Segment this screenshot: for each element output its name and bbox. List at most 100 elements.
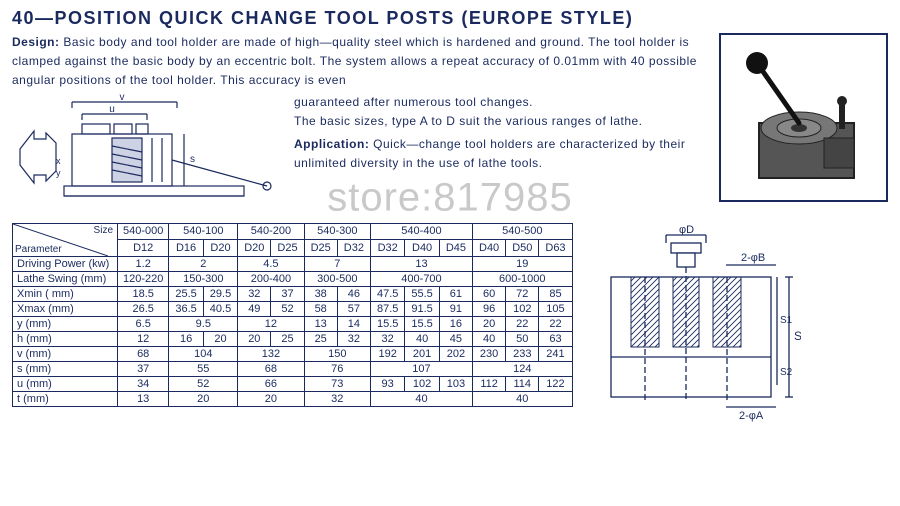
size-subheader: D40 <box>405 240 439 257</box>
table-cell: 16 <box>169 331 203 346</box>
table-cell: 85 <box>539 286 572 301</box>
table-cell: 73 <box>304 376 370 391</box>
size-subheader: D20 <box>238 240 271 257</box>
table-cell: 40.5 <box>203 301 237 316</box>
param-label: v (mm) <box>13 346 118 361</box>
table-cell: 68 <box>118 346 169 361</box>
table-corner: SizeParameter <box>13 223 118 256</box>
table-cell: 29.5 <box>203 286 237 301</box>
design-paragraph-2: guaranteed after numerous tool changes. <box>294 93 709 112</box>
table-cell: 14 <box>337 316 370 331</box>
dimension-diagram: φD 2-φB <box>591 223 801 433</box>
svg-text:v: v <box>120 94 125 103</box>
table-cell: 6.5 <box>118 316 169 331</box>
size-subheader: D40 <box>473 240 506 257</box>
top-section: Design: Basic body and tool holder are m… <box>12 33 888 213</box>
table-cell: 13 <box>304 316 337 331</box>
table-cell: 47.5 <box>370 286 404 301</box>
size-subheader: D63 <box>539 240 572 257</box>
table-cell: 20 <box>238 331 271 346</box>
table-cell: 18.5 <box>118 286 169 301</box>
table-cell: 40 <box>405 331 439 346</box>
size-subheader: D16 <box>169 240 203 257</box>
table-cell: 61 <box>439 286 472 301</box>
table-cell: 50 <box>506 331 539 346</box>
svg-text:2-φB: 2-φB <box>741 252 765 264</box>
param-label: y (mm) <box>13 316 118 331</box>
table-cell: 16 <box>439 316 472 331</box>
table-cell: 55 <box>169 361 238 376</box>
table-cell: 300-500 <box>304 271 370 286</box>
param-label: Xmin ( mm) <box>13 286 118 301</box>
table-cell: 22 <box>506 316 539 331</box>
table-cell: 192 <box>370 346 404 361</box>
page-title: 40—POSITION QUICK CHANGE TOOL POSTS (EUR… <box>12 8 888 29</box>
svg-text:S: S <box>794 329 801 343</box>
svg-text:2-φA: 2-φA <box>739 410 764 422</box>
table-cell: 112 <box>473 376 506 391</box>
size-subheader: D25 <box>271 240 304 257</box>
table-cell: 40 <box>473 331 506 346</box>
spec-table: SizeParameter540-000540-100540-200540-30… <box>12 223 573 407</box>
design-text-column: Design: Basic body and tool holder are m… <box>12 33 709 213</box>
table-cell: 13 <box>118 391 169 406</box>
size-header: 540-300 <box>304 223 370 240</box>
table-cell: 76 <box>304 361 370 376</box>
table-cell: 9.5 <box>169 316 238 331</box>
param-label: s (mm) <box>13 361 118 376</box>
table-cell: 87.5 <box>370 301 404 316</box>
table-cell: 19 <box>473 256 573 271</box>
table-cell: 96 <box>473 301 506 316</box>
table-cell: 34 <box>118 376 169 391</box>
table-cell: 15.5 <box>370 316 404 331</box>
table-cell: 32 <box>337 331 370 346</box>
table-cell: 150 <box>304 346 370 361</box>
table-cell: 120-220 <box>118 271 169 286</box>
size-header: 540-100 <box>169 223 238 240</box>
table-cell: 25.5 <box>169 286 203 301</box>
svg-text:φD: φD <box>679 225 694 236</box>
table-cell: 132 <box>238 346 304 361</box>
svg-text:s: s <box>190 154 195 165</box>
svg-text:u: u <box>109 104 115 115</box>
table-cell: 122 <box>539 376 572 391</box>
table-cell: 13 <box>370 256 472 271</box>
table-cell: 60 <box>473 286 506 301</box>
table-cell: 91.5 <box>405 301 439 316</box>
table-cell: 20 <box>203 331 237 346</box>
table-cell: 105 <box>539 301 572 316</box>
table-cell: 40 <box>473 391 573 406</box>
table-cell: 66 <box>238 376 304 391</box>
table-cell: 46 <box>337 286 370 301</box>
table-cell: 114 <box>506 376 539 391</box>
table-cell: 68 <box>238 361 304 376</box>
size-header: 540-500 <box>473 223 573 240</box>
table-cell: 38 <box>304 286 337 301</box>
table-cell: 102 <box>506 301 539 316</box>
table-cell: 12 <box>118 331 169 346</box>
param-label: h (mm) <box>13 331 118 346</box>
size-header: 540-400 <box>370 223 472 240</box>
bottom-section: SizeParameter540-000540-100540-200540-30… <box>12 223 888 433</box>
table-cell: 32 <box>238 286 271 301</box>
design-label: Design: <box>12 35 60 49</box>
svg-text:y: y <box>56 168 61 178</box>
table-cell: 63 <box>539 331 572 346</box>
size-header: 540-200 <box>238 223 304 240</box>
table-cell: 400-700 <box>370 271 472 286</box>
param-label: Lathe Swing (mm) <box>13 271 118 286</box>
size-subheader: D32 <box>370 240 404 257</box>
table-cell: 45 <box>439 331 472 346</box>
table-cell: 52 <box>169 376 238 391</box>
table-cell: 26.5 <box>118 301 169 316</box>
table-cell: 600-1000 <box>473 271 573 286</box>
table-cell: 104 <box>169 346 238 361</box>
table-cell: 52 <box>271 301 304 316</box>
table-cell: 37 <box>118 361 169 376</box>
table-cell: 25 <box>271 331 304 346</box>
toolpost-photo-svg <box>729 43 879 193</box>
size-header: 540-000 <box>118 223 169 240</box>
param-label: t (mm) <box>13 391 118 406</box>
table-cell: 1.2 <box>118 256 169 271</box>
table-cell: 7 <box>304 256 370 271</box>
